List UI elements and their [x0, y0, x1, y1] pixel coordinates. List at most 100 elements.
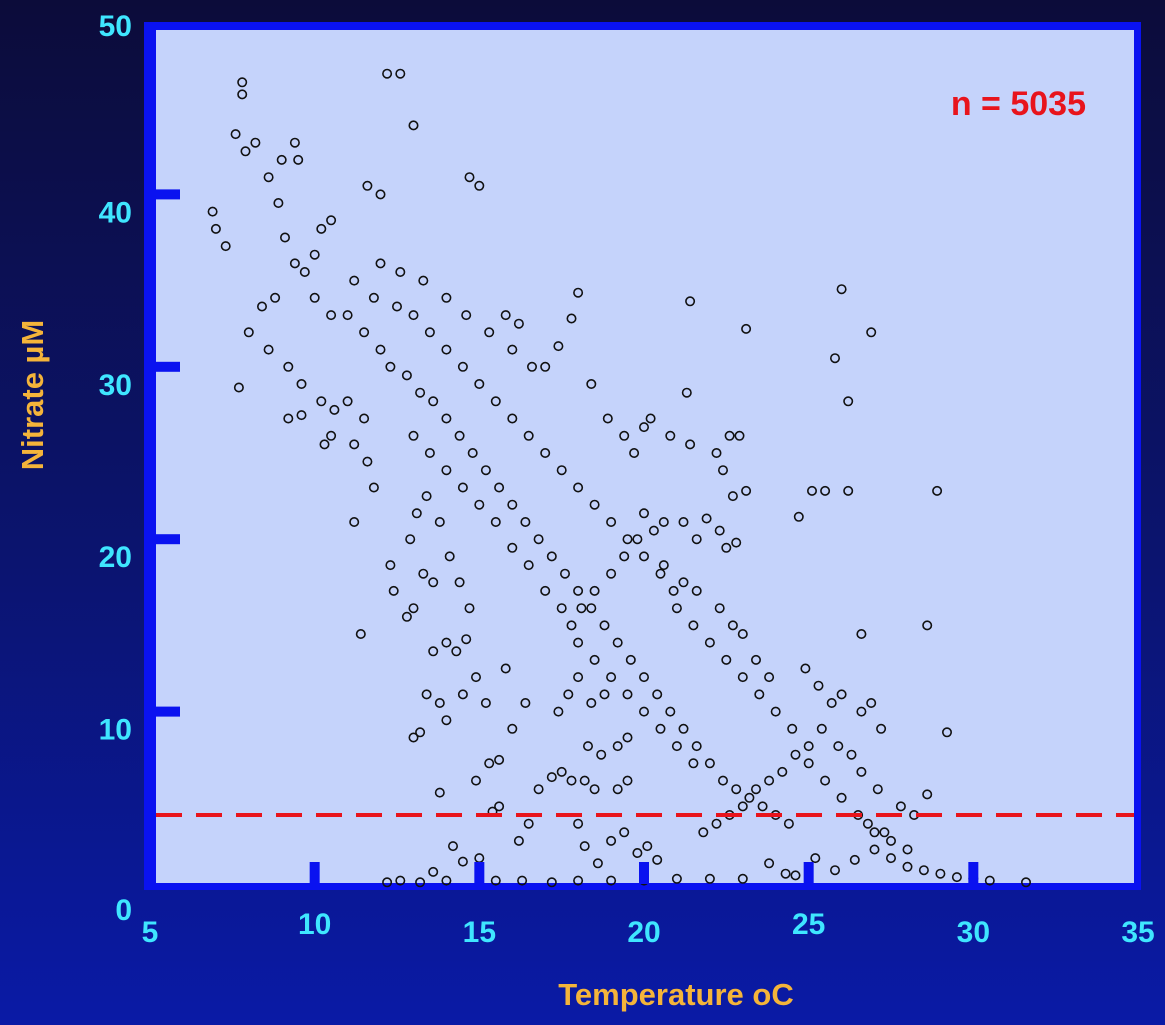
data-point — [691, 741, 702, 752]
data-point — [790, 870, 801, 881]
data-point — [606, 568, 617, 579]
data-point — [451, 646, 462, 657]
data-point — [606, 516, 617, 527]
data-point — [368, 292, 379, 303]
data-point — [441, 875, 452, 886]
data-point — [843, 396, 854, 407]
data-point — [263, 344, 274, 355]
data-point — [359, 327, 370, 338]
data-point — [362, 180, 373, 191]
data-point — [546, 551, 557, 562]
data-point — [727, 491, 738, 502]
data-point — [737, 873, 748, 884]
data-point — [484, 758, 495, 769]
data-point — [523, 560, 534, 571]
data-point — [711, 447, 722, 458]
x-tick-label: 30 — [957, 916, 990, 949]
data-point — [866, 697, 877, 708]
x-tick-label: 35 — [1121, 916, 1154, 949]
data-point — [573, 287, 584, 298]
data-point — [507, 499, 518, 510]
data-point — [276, 154, 287, 165]
data-point — [424, 327, 435, 338]
data-point — [342, 310, 353, 321]
data-point — [556, 465, 567, 476]
data-point — [836, 689, 847, 700]
data-point — [632, 534, 643, 545]
data-point — [902, 861, 913, 872]
data-point — [474, 378, 485, 389]
data-point — [685, 296, 696, 307]
data-point — [375, 258, 386, 269]
data-point — [625, 654, 636, 665]
data-point — [309, 249, 320, 260]
data-point — [342, 396, 353, 407]
data-point — [566, 620, 577, 631]
data-point — [230, 129, 241, 140]
data-point — [441, 413, 452, 424]
data-point — [507, 542, 518, 553]
y-tick-label: 20 — [99, 541, 132, 574]
y-tick-label: 30 — [99, 369, 132, 402]
data-point — [579, 841, 590, 852]
data-point — [704, 758, 715, 769]
data-point — [829, 353, 840, 364]
data-point — [741, 323, 752, 334]
data-point — [441, 292, 452, 303]
data-point — [368, 482, 379, 493]
data-point — [691, 534, 702, 545]
data-point — [296, 378, 307, 389]
y-tick-label: 40 — [99, 196, 132, 229]
data-point — [741, 485, 752, 496]
data-point — [513, 318, 524, 329]
data-point — [362, 456, 373, 467]
data-point — [586, 603, 597, 614]
x-tick-label: 25 — [792, 908, 825, 941]
data-point — [520, 697, 531, 708]
data-point — [415, 727, 426, 738]
data-point — [622, 689, 633, 700]
x-tick-mark — [309, 862, 320, 884]
x-tick-label: 5 — [142, 916, 159, 949]
data-point — [688, 620, 699, 631]
data-point — [533, 784, 544, 795]
data-point — [540, 447, 551, 458]
data-point — [602, 413, 613, 424]
data-point — [731, 537, 742, 548]
data-point — [533, 534, 544, 545]
data-point — [737, 672, 748, 683]
data-point — [622, 534, 633, 545]
data-point — [573, 818, 584, 829]
data-point — [326, 215, 337, 226]
data-point — [507, 413, 518, 424]
data-point — [727, 620, 738, 631]
data-point — [862, 818, 873, 829]
data-point — [421, 689, 432, 700]
data-point — [408, 120, 419, 131]
x-tick-label: 20 — [627, 916, 660, 949]
data-point — [441, 637, 452, 648]
data-point — [573, 585, 584, 596]
data-point — [876, 723, 887, 734]
data-point — [932, 485, 943, 496]
data-point — [655, 723, 666, 734]
data-point — [750, 654, 761, 665]
data-point — [612, 784, 623, 795]
data-point — [856, 706, 867, 717]
data-point — [655, 568, 666, 579]
data-point — [263, 172, 274, 183]
data-point — [658, 560, 669, 571]
data-point — [484, 327, 495, 338]
data-point — [826, 697, 837, 708]
data-point — [576, 603, 587, 614]
data-point — [671, 741, 682, 752]
y-tick-mark — [156, 361, 180, 372]
data-point — [309, 292, 320, 303]
data-point — [556, 603, 567, 614]
data-point — [671, 873, 682, 884]
data-point — [714, 603, 725, 614]
x-tick-label: 10 — [298, 908, 331, 941]
data-point — [721, 654, 732, 665]
data-point — [349, 439, 360, 450]
data-point — [507, 344, 518, 355]
